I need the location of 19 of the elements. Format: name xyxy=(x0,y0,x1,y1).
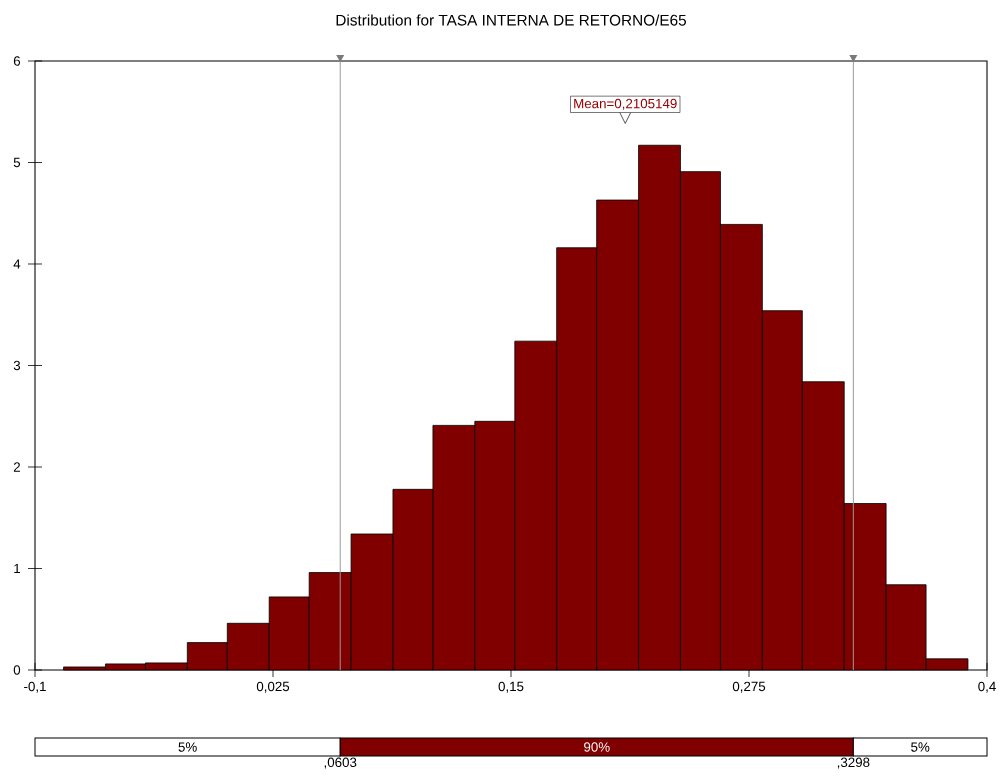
y-tick-label: 4 xyxy=(13,259,21,269)
x-tick-label: -0,1 xyxy=(24,681,46,693)
x-tick-label: 0,275 xyxy=(732,681,766,693)
x-tick-label: 0,025 xyxy=(256,681,290,693)
text: ,0603 xyxy=(324,757,357,769)
annotation: Mean=0,2105149 xyxy=(574,98,677,110)
text: 5% xyxy=(911,742,930,752)
y-tick-label: 5 xyxy=(13,157,21,168)
y-tick-label: 6 xyxy=(13,56,21,66)
y-tick-label: 3 xyxy=(13,360,21,371)
y-tick-label: 1 xyxy=(14,563,20,574)
text: ,3298 xyxy=(837,757,870,769)
y-tick-label: 0 xyxy=(13,665,21,675)
chart-title: Distribution for TASA INTERNA DE RETORNO/E65 xyxy=(336,14,687,26)
x-tick-label: 0,4 xyxy=(978,681,996,693)
x-tick-label: 0,15 xyxy=(498,681,524,693)
y-tick-label: 2 xyxy=(13,462,20,472)
text: 90% xyxy=(584,742,610,752)
text: 5% xyxy=(178,742,197,752)
